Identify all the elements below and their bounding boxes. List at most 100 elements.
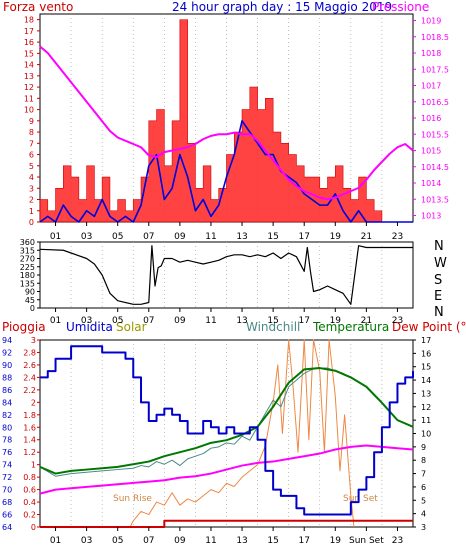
wind-direction-xtick-label: 15 [267, 316, 278, 326]
annotation-sun-set: Sun Set [343, 494, 378, 504]
dew-point-line [39, 444, 414, 495]
pressure-ytick-label: 1018.5 [421, 33, 449, 42]
direction-ytick-label: 180 [20, 271, 35, 280]
pressure-ytick-label: 1018 [421, 49, 441, 58]
rain-line [40, 519, 413, 528]
wind-ytick-label: 15 [24, 49, 34, 58]
temp-humidity-xtick-label: Sun Set [349, 536, 384, 546]
humidity-ytick-label: 82 [2, 411, 12, 420]
wind-direction-xtick-label: 17 [298, 316, 309, 326]
wind-pressure-xtick-label: 21 [361, 232, 372, 242]
wind-ytick-label: 17 [24, 27, 34, 36]
humidity-ytick-label: 80 [2, 423, 12, 432]
humidity-ytick-label: 78 [2, 436, 12, 445]
label-temperatura: Temperatura [312, 320, 389, 334]
wind-pressure-xtick-label: 17 [298, 232, 309, 242]
wind-direction-xtick-label: 01 [50, 316, 61, 326]
pressure-ytick-label: 1017 [421, 82, 441, 91]
compass-label-n-top: N [434, 239, 444, 254]
humidity-ytick-label: 76 [2, 448, 12, 457]
direction-ytick-label: 0 [30, 304, 35, 313]
humidity-ytick-label: 74 [2, 461, 12, 470]
wind-ytick-label: 11 [24, 94, 34, 103]
temp-humidity-xtick-label: 19 [330, 536, 342, 546]
rain-ytick-label: 1.6 [23, 423, 36, 432]
wind-ytick-label: 5 [29, 162, 34, 171]
direction-ytick-label: 225 [20, 263, 35, 272]
wind-pressure-xtick-label: 01 [50, 232, 61, 242]
wind-ytick-label: 2 [29, 196, 34, 205]
wind-direction-xtick-label: 19 [330, 316, 342, 326]
wind-pressure-xtick-label: 15 [267, 232, 278, 242]
rain-ytick-label: 0.6 [23, 486, 36, 495]
wind-ytick-label: 9 [29, 117, 34, 126]
temp-ytick-label: 4 [421, 510, 426, 519]
temp-ytick-label: 14 [421, 376, 431, 385]
wind-direction-xtick-label: 05 [112, 316, 123, 326]
rain-ytick-label: 2.6 [23, 361, 36, 370]
direction-ytick-label: 45 [25, 296, 35, 305]
compass-label-e: E [434, 289, 442, 304]
direction-ytick-label: 135 [20, 279, 35, 288]
wind-ytick-label: 16 [24, 38, 34, 47]
humidity-ytick-label: 68 [2, 498, 12, 507]
rain-ytick-label: 3 [31, 336, 36, 345]
temp-ytick-label: 11 [421, 416, 431, 425]
temp-ytick-label: 15 [421, 363, 431, 372]
humidity-ytick-label: 70 [2, 486, 12, 495]
temp-humidity-xtick-label: 13 [236, 536, 247, 546]
rain-ytick-label: 2.4 [23, 373, 36, 382]
wind-ytick-label: 6 [29, 151, 34, 160]
temp-ytick-label: 3 [421, 523, 426, 532]
temp-ytick-label: 16 [421, 349, 431, 358]
rain-ytick-label: 0.8 [23, 473, 36, 482]
wind-direction-xtick-label: 07 [143, 316, 154, 326]
humidity-ytick-label: 86 [2, 386, 12, 395]
wind-ytick-label: 1 [29, 207, 34, 216]
wind-ytick-label: 14 [24, 61, 34, 70]
direction-ytick-label: 270 [20, 255, 35, 264]
temp-humidity-xtick-label: 11 [205, 536, 216, 546]
label-solar: Solar [116, 320, 147, 334]
label-dew-point: Dew Point (°C) [392, 320, 466, 334]
wind-direction-line [39, 245, 413, 305]
pressure-ytick-label: 1016.5 [421, 98, 449, 107]
pressure-line [39, 45, 414, 201]
temp-ytick-label: 12 [421, 403, 431, 412]
pressure-ytick-label: 1014.5 [421, 163, 449, 172]
temp-ytick-label: 7 [421, 470, 426, 479]
temp-ytick-label: 10 [421, 430, 431, 439]
compass-label-w: W [434, 256, 447, 271]
label-pioggia: Pioggia [2, 320, 46, 334]
label-umidita: Umidita [66, 320, 113, 334]
rain-ytick-label: 2.8 [23, 348, 36, 357]
temp-ytick-label: 5 [421, 496, 426, 505]
rain-ytick-label: 1.2 [23, 448, 36, 457]
wind-direction-xtick-label: 09 [174, 316, 186, 326]
humidity-line [40, 345, 414, 516]
wind-average-line [39, 120, 413, 223]
wind-direction-xtick-label: 11 [205, 316, 216, 326]
temp-humidity-xtick-label: 05 [112, 536, 123, 546]
wind-pressure-xtick-label: 09 [174, 232, 186, 242]
wind-direction-xtick-label: 23 [392, 316, 403, 326]
plot-marks: 012345678910111213141516171810131013.510… [2, 13, 449, 546]
temp-ytick-label: 13 [421, 389, 431, 398]
wind-pressure-xtick-label: 23 [392, 232, 403, 242]
wind-gust-area [39, 19, 413, 223]
temp-ytick-label: 8 [421, 456, 426, 465]
rain-ytick-label: 0.4 [23, 498, 36, 507]
wind-ytick-label: 7 [29, 139, 34, 148]
direction-ytick-label: 360 [20, 238, 35, 247]
wind-ytick-label: 4 [29, 173, 34, 182]
rain-ytick-label: 2 [31, 398, 36, 407]
temp-humidity-xtick-label: 15 [267, 536, 278, 546]
temperature-line [39, 367, 414, 475]
wind-ytick-label: 13 [24, 72, 34, 81]
label-forza-vento: Forza vento [3, 0, 73, 14]
wind-pressure-xtick-label: 13 [236, 232, 247, 242]
label-pressione: Pressione [372, 0, 429, 14]
solar-line [129, 339, 355, 528]
wind-ytick-label: 0 [29, 218, 34, 227]
